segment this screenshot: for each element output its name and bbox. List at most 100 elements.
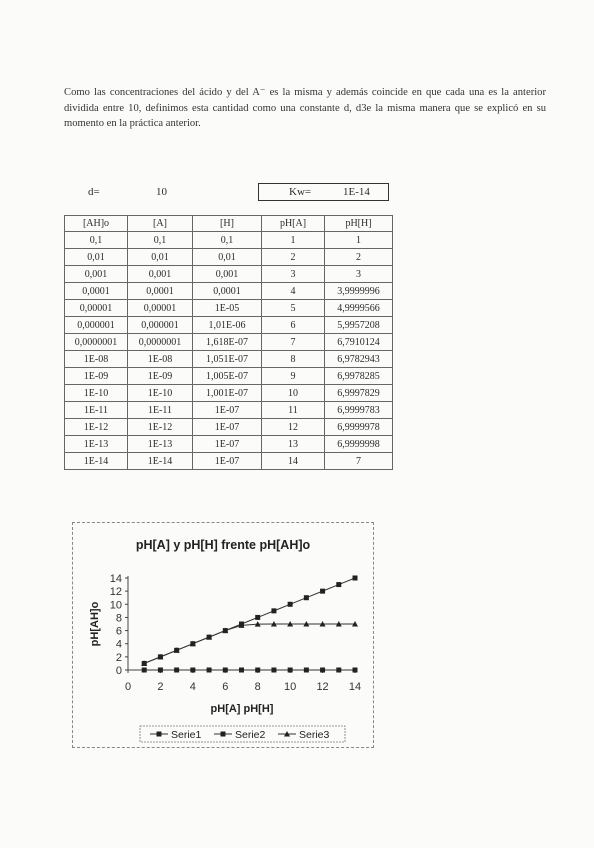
table-cell: 10 <box>261 384 325 402</box>
data-point-serie2 <box>255 667 261 673</box>
table-row: 1E-11 1E-11 1E-07 11 6,9999783 <box>64 401 393 419</box>
body-paragraph: Como las concentraciones del ácido y del… <box>64 87 546 129</box>
legend-label: Serie1 <box>171 729 202 741</box>
column-header: pH[H] <box>324 215 393 232</box>
data-point-serie1 <box>287 601 293 607</box>
data-point-serie2 <box>239 667 244 673</box>
table-cell: 3,9999996 <box>324 282 393 300</box>
table-cell: 6,9978285 <box>324 367 393 385</box>
legend-label: Serie3 <box>299 729 330 741</box>
data-point-serie1 <box>222 628 228 634</box>
table-row: 0,0000001 0,0000001 1,618E-07 7 6,7910124 <box>64 333 393 351</box>
x-tick-label: 8 <box>255 681 261 693</box>
legend-marker <box>156 731 162 737</box>
chart: pH[A] y pH[H] frente pH[AH]o024681012140… <box>89 538 361 743</box>
table-cell: 1,005E-07 <box>192 367 262 385</box>
table-cell: 1E-07 <box>192 435 262 453</box>
table-cell: 0,01 <box>192 248 262 266</box>
data-point-serie1 <box>320 588 326 594</box>
x-tick-label: 10 <box>284 681 296 693</box>
x-tick-label: 2 <box>157 681 163 693</box>
table-cell: 5 <box>261 299 325 317</box>
column-header: [A] <box>127 215 193 232</box>
table-cell: 1E-13 <box>127 435 193 453</box>
x-tick-label: 12 <box>316 681 328 693</box>
table-cell: 1E-13 <box>64 435 128 453</box>
table-row: 1E-09 1E-09 1,005E-07 9 6,9978285 <box>64 367 393 385</box>
data-point-serie2 <box>190 667 196 673</box>
x-tick-label: 6 <box>222 681 228 693</box>
table-cell: 0,0000001 <box>127 333 193 351</box>
table-cell: 0,0001 <box>127 282 193 300</box>
chart-frame <box>72 522 374 748</box>
table-cell: 1E-12 <box>64 418 128 436</box>
data-point-serie1 <box>303 595 309 601</box>
table-cell: 8 <box>261 350 325 368</box>
table-row: 0,1 0,1 0,1 1 1 <box>64 231 393 249</box>
table-cell: 0,00001 <box>127 299 193 317</box>
table-row: 0,001 0,001 0,001 3 3 <box>64 265 393 283</box>
d-value: 10 <box>156 186 167 198</box>
data-point-serie2 <box>336 667 342 673</box>
y-tick-label: 12 <box>110 586 122 598</box>
table-cell: 3 <box>324 265 393 283</box>
data-point-serie2 <box>222 667 228 673</box>
column-header: [H] <box>192 215 262 232</box>
y-tick-label: 6 <box>116 626 122 638</box>
table-cell: 0,01 <box>64 248 128 266</box>
table-cell: 1,618E-07 <box>192 333 262 351</box>
x-tick-label: 0 <box>125 681 131 693</box>
table-row: 1E-12 1E-12 1E-07 12 6,9999978 <box>64 418 393 436</box>
data-point-serie1 <box>206 634 212 640</box>
table-cell: 1E-07 <box>192 452 262 470</box>
table-cell: 5,9957208 <box>324 316 393 334</box>
table-cell: 1,01E-06 <box>192 316 262 334</box>
data-point-serie2 <box>287 667 293 673</box>
table-body: 0,1 0,1 0,1 1 1 0,01 0,01 0,01 2 2 0,001 0,001 0,001… <box>64 231 393 470</box>
x-tick-label: 4 <box>190 681 196 693</box>
data-point-serie3 <box>352 621 358 627</box>
legend-marker <box>284 731 290 737</box>
data-point-serie3 <box>270 621 277 627</box>
table-cell: 1 <box>324 231 393 249</box>
table-header-row: [AH]o [A] [H] pH[A] pH[H] <box>64 215 393 232</box>
table-cell: 6,9997829 <box>324 384 393 402</box>
table-cell: 1E-07 <box>192 418 262 436</box>
table-cell: 6,9999978 <box>324 418 393 436</box>
data-point-serie1 <box>190 641 196 647</box>
table-cell: 7 <box>261 333 325 351</box>
y-tick-label: 2 <box>116 652 122 664</box>
table-cell: 0,000001 <box>64 316 128 334</box>
legend-box <box>139 725 346 743</box>
table-cell: 2 <box>324 248 393 266</box>
table-row: 1E-14 1E-14 1E-07 14 7 <box>64 452 393 470</box>
table-cell: 0,1 <box>127 231 193 249</box>
data-point-serie1 <box>336 582 342 588</box>
table-cell: 1,051E-07 <box>192 350 262 368</box>
table-cell: 0,00001 <box>64 299 128 317</box>
column-header: [AH]o <box>64 215 128 232</box>
table-row: 0,01 0,01 0,01 2 2 <box>64 248 393 266</box>
table-cell: 0,001 <box>192 265 262 283</box>
table-cell: 1 <box>261 231 325 249</box>
table-row: 1E-10 1E-10 1,001E-07 10 6,9997829 <box>64 384 393 402</box>
y-tick-label: 10 <box>110 599 122 611</box>
series-line-serie1 <box>144 577 356 664</box>
table-cell: 0,0001 <box>192 282 262 300</box>
table-cell: 0,001 <box>64 265 128 283</box>
data-point-serie2 <box>303 667 309 673</box>
data-point-serie3 <box>303 621 310 627</box>
table-cell: 1E-12 <box>127 418 193 436</box>
table-cell: 7 <box>324 452 393 470</box>
y-tick-label: 8 <box>116 612 122 624</box>
legend-marker <box>220 731 226 737</box>
data-point-serie1 <box>157 654 163 660</box>
data-point-serie3 <box>287 621 294 627</box>
table-cell: 0,000001 <box>127 316 193 334</box>
table-row: 0,00001 0,00001 1E-05 5 4,9999566 <box>64 299 393 317</box>
kw-box: Kw= 1E-14 <box>258 183 389 201</box>
data-point-serie2 <box>271 667 277 673</box>
x-tick-label: 14 <box>349 681 361 693</box>
data-point-serie1 <box>271 608 277 614</box>
table-row: 1E-13 1E-13 1E-07 13 6,9999998 <box>64 435 393 453</box>
